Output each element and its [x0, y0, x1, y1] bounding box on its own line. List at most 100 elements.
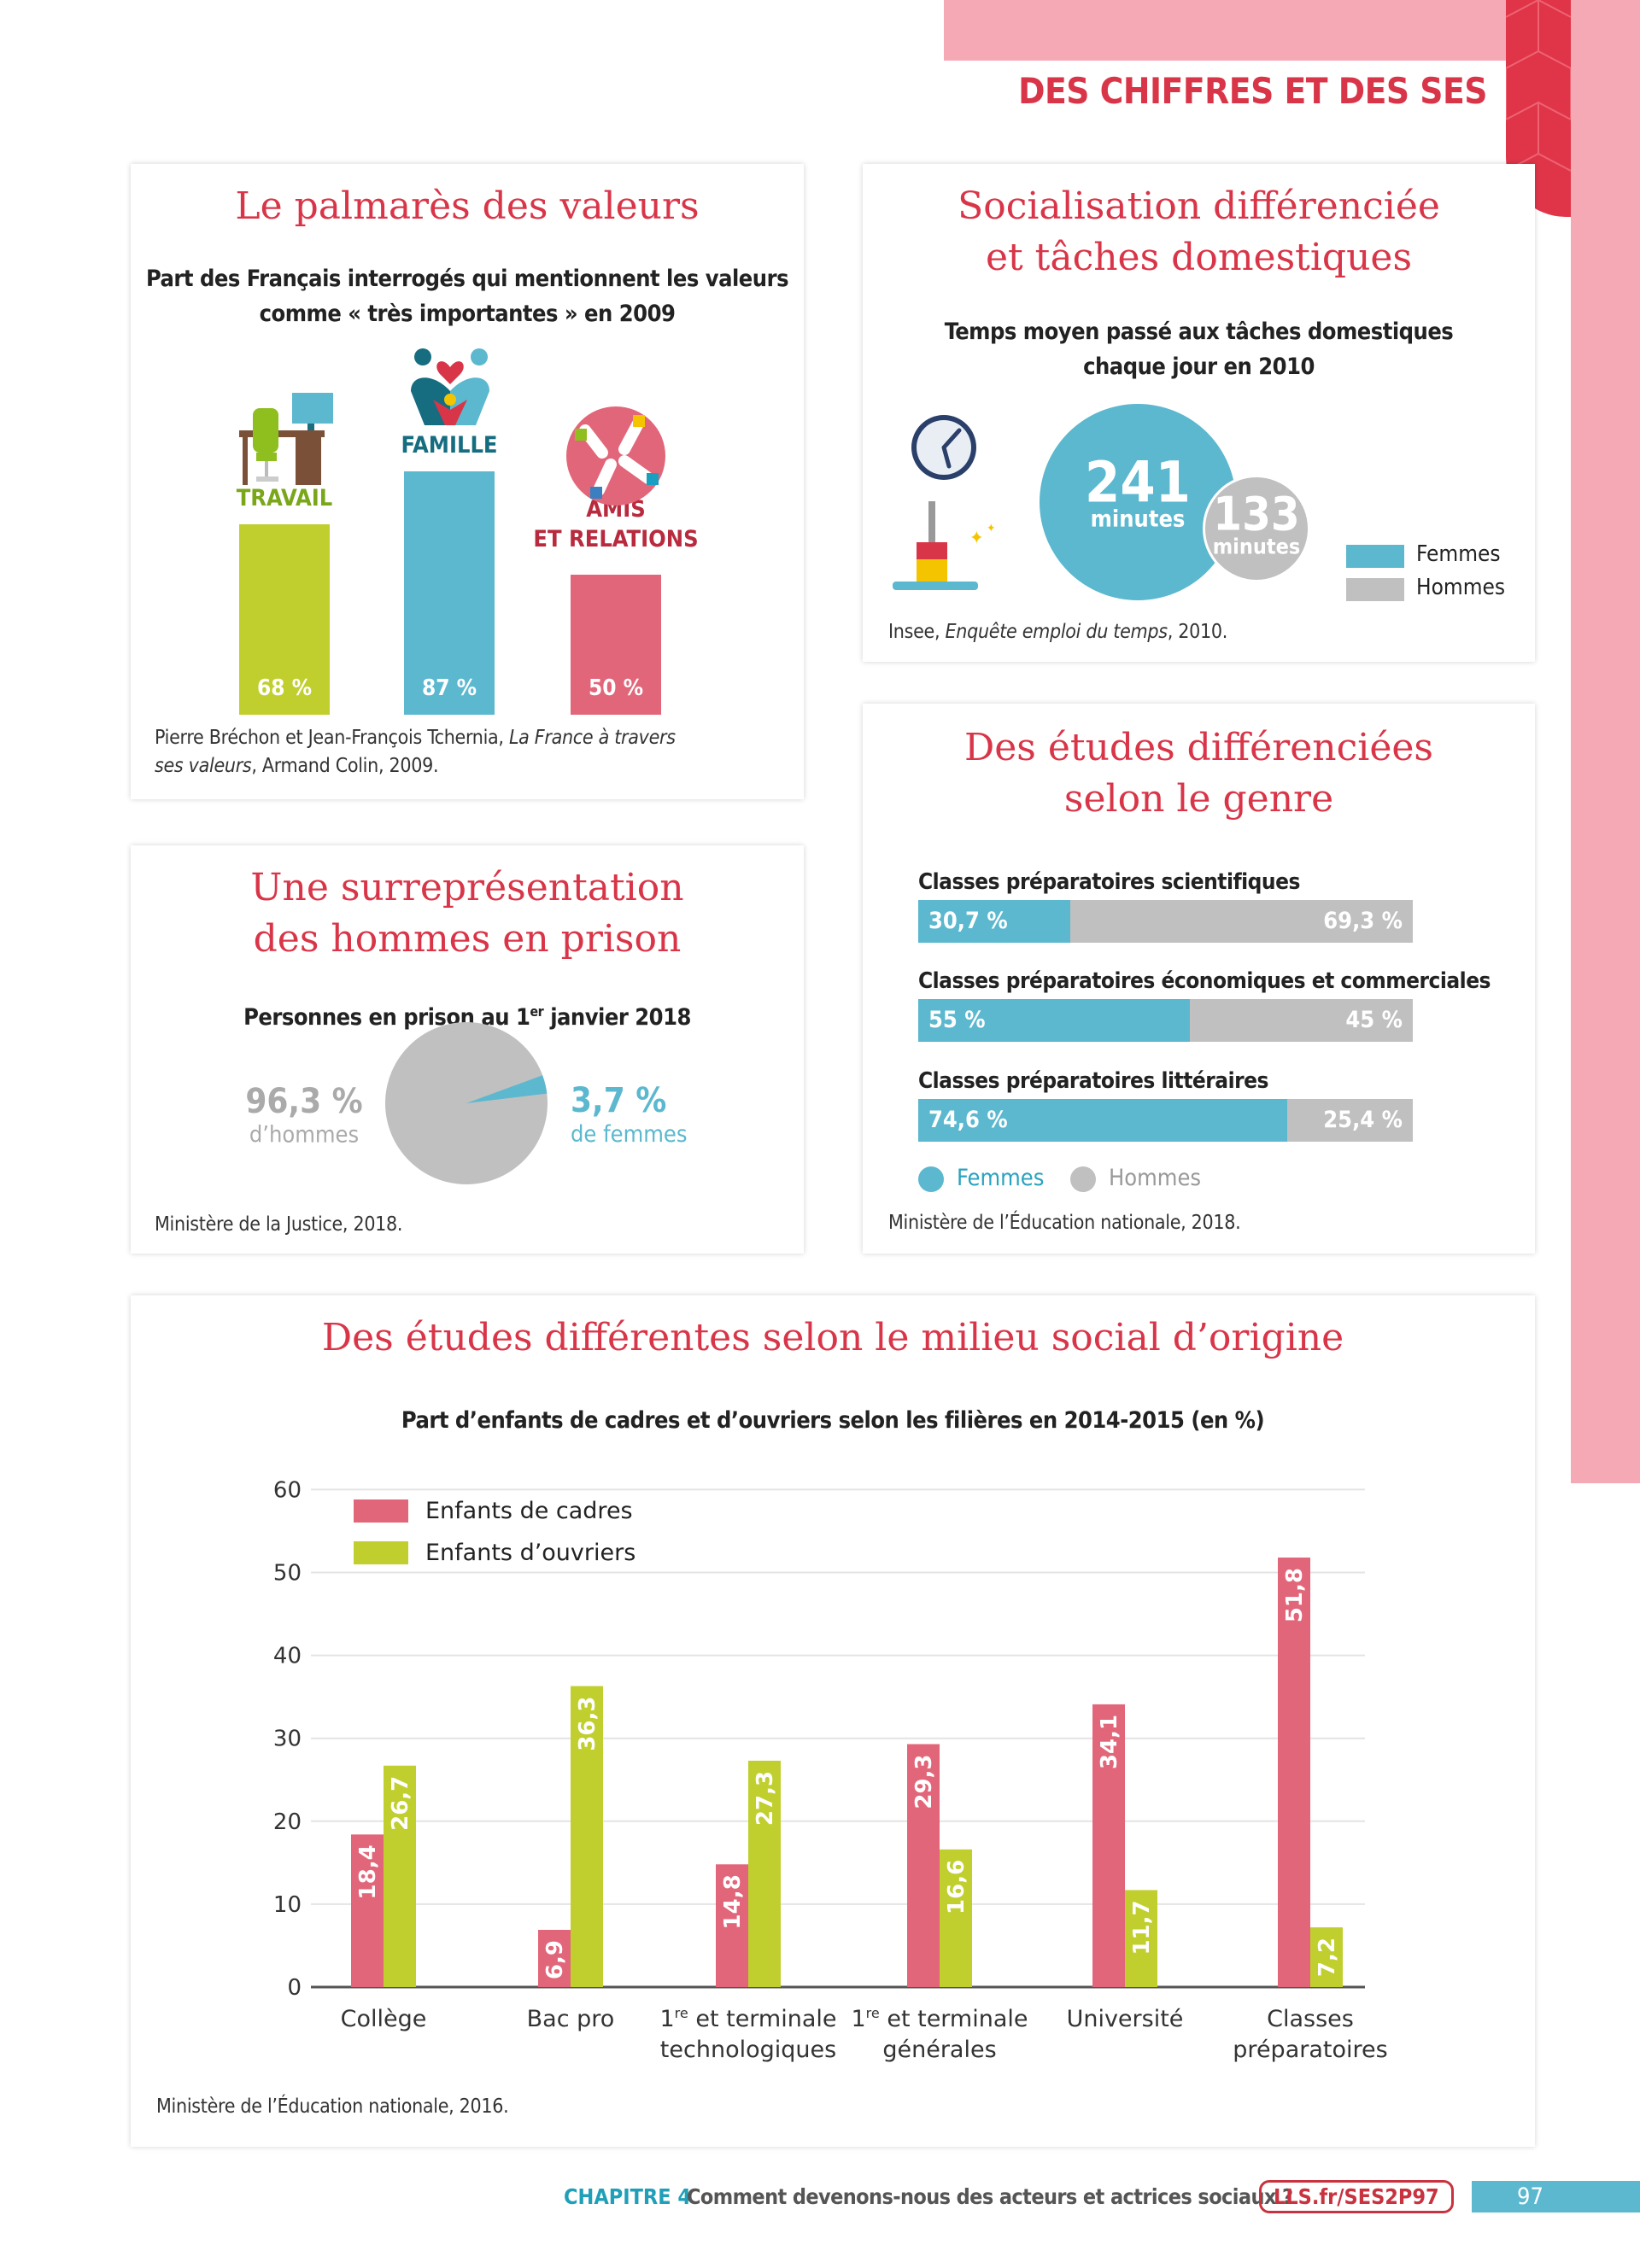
card-milieu-social: Des études différentes selon le milieu s…	[131, 1295, 1535, 2147]
bar-value-label: 11,7	[1129, 1900, 1155, 1955]
source-text: Ministère de l’Éducation nationale, 2018…	[888, 1212, 1241, 1234]
bar-femmes	[918, 999, 1191, 1042]
subtitle-line: comme « très importantes » en 2009	[259, 301, 676, 327]
x-tick-label: préparatoires	[1233, 2037, 1387, 2063]
femmes-value: 241	[1085, 449, 1191, 516]
legend-swatch	[354, 1541, 408, 1564]
bar-category-label: ET RELATIONS	[533, 526, 699, 552]
x-tick-label: Collège	[341, 2006, 427, 2032]
x-tick-label: Bac pro	[527, 2006, 615, 2032]
title-line: et tâches domestiques	[985, 236, 1413, 279]
desk-chair-icon	[239, 393, 333, 485]
x-tick-label: technologiques	[660, 2037, 836, 2063]
card-subtitle: Part des Français interrogés qui mention…	[131, 261, 804, 331]
brush-icon: ✦ ✦	[893, 501, 996, 590]
legend-hommes-label: Hommes	[1416, 575, 1506, 600]
bar-ouvriers	[571, 1686, 603, 1987]
bar-value-label: 16,6	[944, 1860, 969, 1914]
subtitle-line: Temps moyen passé aux tâches domestiques	[944, 319, 1454, 345]
bar-chart: 0 10 20 30 40 50 60 18,4 6,9 14,8 29,3 34,1 51,8 Enfa…	[273, 1477, 1388, 2063]
chart-subtitle: Part d’enfants de cadres et d’ouvriers s…	[401, 1407, 1265, 1434]
bar-cadres	[907, 1744, 940, 1987]
hands-circle-icon	[566, 406, 665, 506]
legend-hommes-dot	[1070, 1166, 1096, 1192]
subtitle-sup: er	[530, 1003, 544, 1020]
svg-text:✦: ✦	[987, 522, 996, 535]
bar-cadres	[1278, 1558, 1310, 1987]
footer-link[interactable]: LLS.fr/SES2P97	[1259, 2180, 1454, 2213]
hommes-value: 45 %	[1345, 1007, 1403, 1033]
bar-value-label: 27,3	[753, 1771, 778, 1826]
legend-hommes-label: Hommes	[1109, 1165, 1202, 1191]
card-palmares-valeurs: Le palmarès des valeurs Part des Françai…	[131, 164, 804, 799]
y-tick-label: 50	[273, 1561, 302, 1587]
footer-chapter: CHAPITRE 4	[564, 2184, 692, 2209]
subtitle-part: janvier 2018	[543, 1004, 691, 1031]
bar-value-label: 34,1	[1097, 1715, 1122, 1769]
source-text: Insee, Enquête emploi du temps, 2010.	[888, 618, 1227, 646]
source-part: Pierre Bréchon et Jean-François Tchernia…	[155, 727, 509, 749]
bar-ouvriers	[384, 1765, 416, 1987]
title-line: Des études différenciées	[964, 726, 1434, 769]
bar-0	[239, 523, 330, 715]
femmes-value: 30,7 %	[928, 908, 1008, 934]
legend-femmes-label: Femmes	[1416, 541, 1501, 567]
clock-icon	[911, 415, 976, 480]
femmes-value: 55 %	[928, 1007, 986, 1033]
source-part: Enquête emploi du temps	[945, 621, 1168, 643]
subtitle-line: Part des Français interrogés qui mention…	[145, 266, 789, 292]
card-title: Socialisation différenciée et tâches dome…	[863, 181, 1535, 284]
women-caption: de femmes	[571, 1121, 688, 1148]
y-tick-label: 40	[273, 1644, 302, 1669]
y-tick-label: 60	[273, 1477, 302, 1503]
bar-cadres	[351, 1834, 384, 1987]
bar-value-label: 26,7	[388, 1776, 413, 1831]
bar-2	[571, 575, 661, 715]
hommes-value: 25,4 %	[1323, 1107, 1403, 1133]
bar-femmes	[918, 900, 1070, 943]
card-prison: Une surreprésentation des hommes en priso…	[131, 845, 804, 1254]
card-subtitle: Temps moyen passé aux tâches domestiques…	[863, 314, 1535, 384]
bar-value-label: 29,3	[911, 1754, 937, 1809]
femmes-unit: minutes	[1090, 506, 1186, 533]
row-label: Classes préparatoires scientifiques	[918, 869, 1300, 895]
bar-ouvriers	[940, 1849, 972, 1987]
source-part: La France à travers	[508, 727, 676, 749]
bar-value-label: 68 %	[256, 675, 313, 701]
bar-cadres	[1092, 1704, 1125, 1987]
bar-value-label: 7,2	[1315, 1938, 1340, 1977]
femmes-circle	[1040, 404, 1236, 600]
bar-value-label: 14,8	[720, 1874, 746, 1929]
legend-femmes-swatch	[1346, 545, 1404, 568]
legend-femmes-dot	[918, 1166, 944, 1192]
card-title: Des études différenciées selon le genre	[863, 722, 1535, 825]
card-etudes-genre: Des études différenciées selon le genre C…	[863, 704, 1535, 1254]
y-tick-label: 10	[273, 1892, 302, 1918]
legend-swatch	[354, 1499, 408, 1523]
hommes-value: 69,3 %	[1323, 908, 1403, 934]
svg-text:✦: ✦	[969, 528, 984, 549]
x-tick-label: générales	[882, 2037, 996, 2063]
bar-hommes	[1069, 900, 1413, 943]
pie-slice-women	[466, 1075, 548, 1103]
hommes-unit: minutes	[1212, 534, 1301, 559]
bar-value-label: 50 %	[588, 675, 644, 701]
family-heart-icon	[411, 348, 489, 425]
legend-femmes-label: Femmes	[957, 1165, 1045, 1191]
legend-label: Enfants d’ouvriers	[425, 1540, 636, 1566]
row-label: Classes préparatoires économiques et com…	[918, 968, 1491, 994]
bar-value-label: 36,3	[575, 1697, 600, 1751]
source-part: Insee,	[888, 621, 946, 643]
title-line: des hommes en prison	[253, 917, 682, 961]
hommes-value: 133	[1213, 487, 1300, 541]
source-part: , 2010.	[1167, 621, 1228, 643]
bar-cadres	[538, 1930, 571, 1987]
bar-category-label: FAMILLE	[401, 431, 498, 459]
bar-ouvriers	[1310, 1927, 1343, 1987]
source-part: ses valeurs	[155, 755, 252, 777]
bar-category-label: TRAVAIL	[236, 484, 333, 511]
source-text: Ministère de la Justice, 2018.	[155, 1213, 403, 1236]
bar-value-label: 51,8	[1282, 1568, 1308, 1622]
bar-ouvriers	[748, 1760, 781, 1987]
bar-value-label: 6,9	[542, 1940, 568, 1979]
